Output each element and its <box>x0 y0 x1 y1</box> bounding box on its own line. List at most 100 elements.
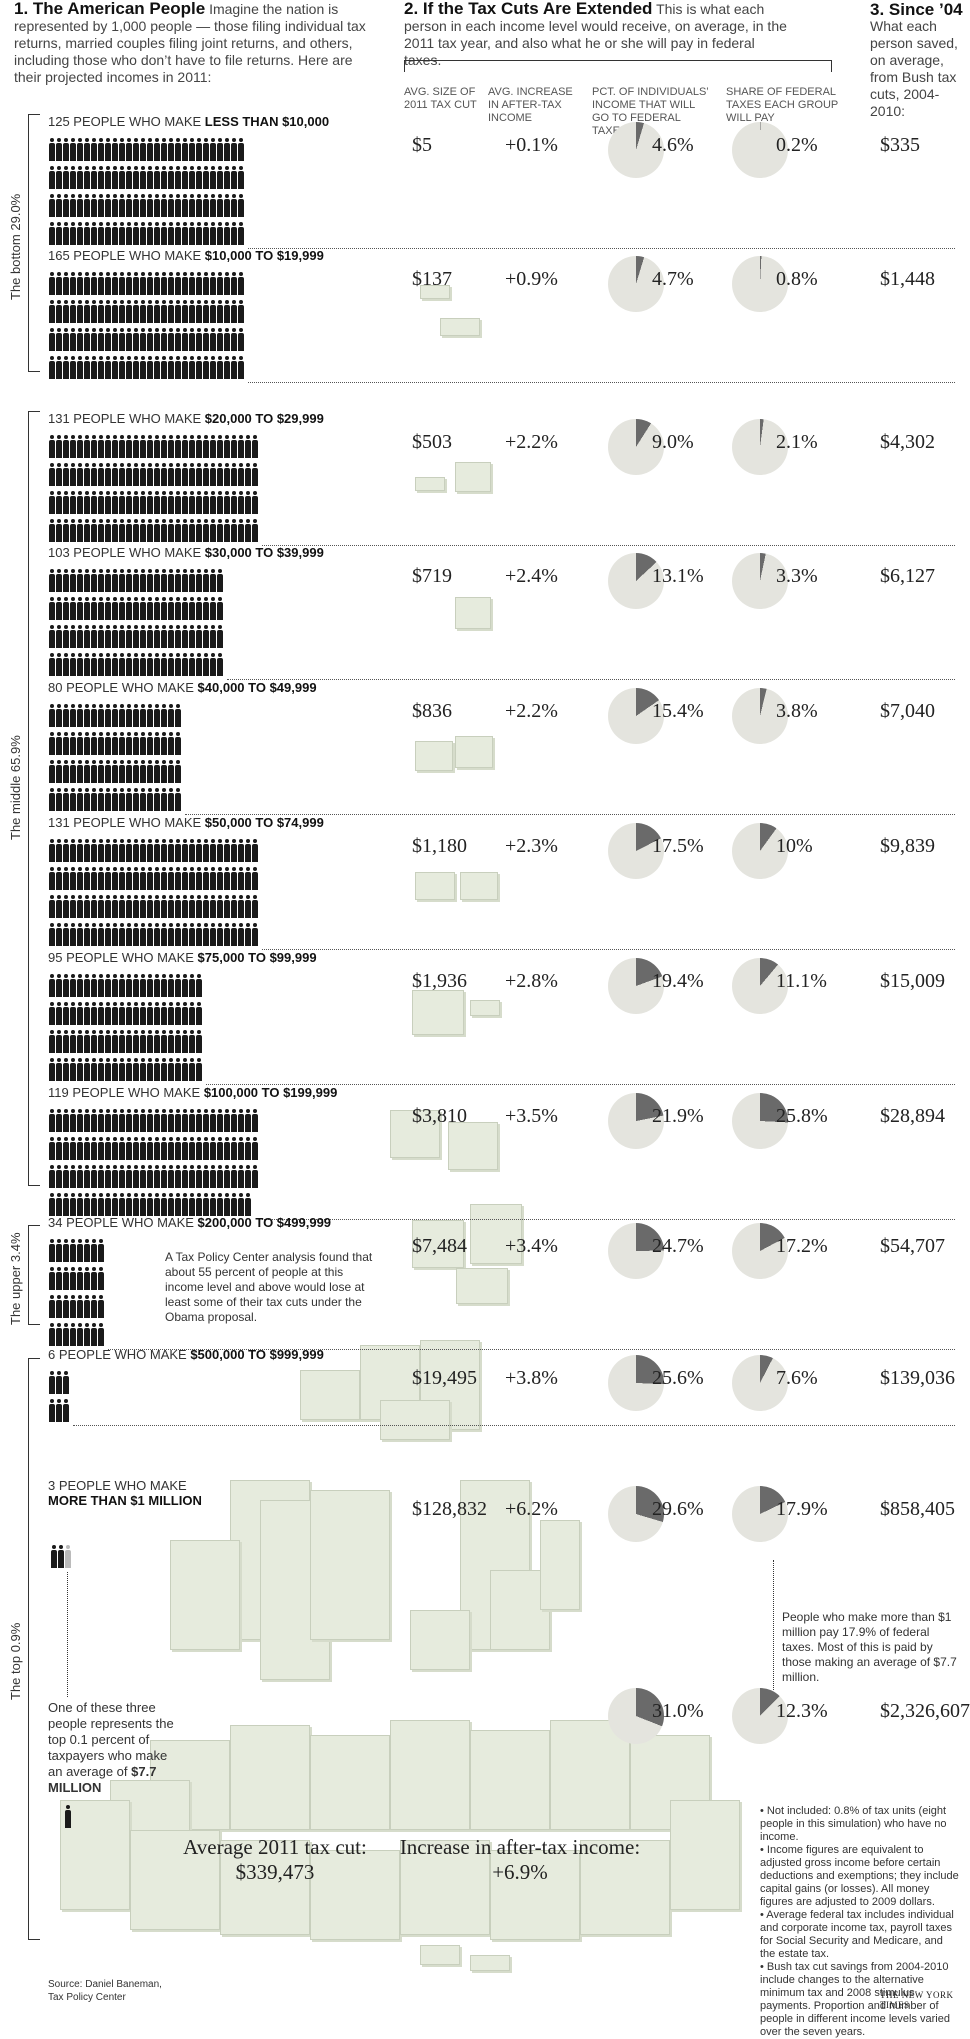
person-icon <box>62 1165 69 1188</box>
person-icon <box>251 519 258 542</box>
person-icon <box>181 653 188 676</box>
person-icon <box>188 653 195 676</box>
person-icon <box>153 760 160 783</box>
person-icon <box>125 222 132 245</box>
col1-header: 1. The American People Imagine the natio… <box>14 0 374 86</box>
person-icon <box>83 760 90 783</box>
person-icon <box>202 1109 209 1132</box>
person-icon <box>55 732 62 755</box>
after-tax-increase-value: +2.4% <box>505 565 558 587</box>
person-icon <box>244 519 251 542</box>
pct-income-pie <box>608 958 664 1014</box>
person-icon <box>90 867 97 890</box>
person-icon <box>125 653 132 676</box>
person-icon <box>174 435 181 458</box>
person-icon <box>97 923 104 946</box>
person-icon <box>48 923 55 946</box>
person-icon <box>104 974 111 997</box>
person-icon <box>48 1399 55 1422</box>
person-icon <box>139 463 146 486</box>
person-icon <box>90 222 97 245</box>
people-icons <box>48 138 244 245</box>
person-icon <box>62 569 69 592</box>
income-row-label: 131 PEOPLE WHO MAKE $20,000 TO $29,999 <box>48 411 324 426</box>
person-icon <box>202 491 209 514</box>
person-icon <box>62 1371 69 1394</box>
person-icon <box>55 895 62 918</box>
row-label-range: $100,000 TO $199,999 <box>203 1085 338 1100</box>
person-icon <box>188 974 195 997</box>
person-icon <box>167 166 174 189</box>
group-label-middle: The middle 65.9% <box>8 735 23 840</box>
person-icon <box>188 166 195 189</box>
one-of-three-text: One of these three people represents the… <box>48 1700 174 1779</box>
person-icon <box>153 519 160 542</box>
person-icon <box>132 1109 139 1132</box>
person-icon <box>237 1193 244 1216</box>
person-icon <box>167 895 174 918</box>
person-icon <box>69 839 76 862</box>
since-04-savings-value: $28,894 <box>880 1105 945 1127</box>
person-icon <box>118 1193 125 1216</box>
tax-share-value: 25.8% <box>776 1105 828 1127</box>
person-icon <box>153 166 160 189</box>
person-icon <box>104 1030 111 1053</box>
person-icon <box>55 625 62 648</box>
person-icon <box>174 1030 181 1053</box>
person-icon <box>83 1137 90 1160</box>
money-stack <box>220 1840 310 1935</box>
row-label-lead: 34 PEOPLE WHO MAKE <box>48 1215 198 1230</box>
person-icon <box>111 704 118 727</box>
pct-income-pie <box>608 419 664 475</box>
since-04-savings-value: $2,326,607 <box>880 1700 970 1722</box>
person-icon <box>244 1109 251 1132</box>
person-icon <box>223 1109 230 1132</box>
person-icon <box>90 597 97 620</box>
person-icon <box>202 328 209 351</box>
person-icon <box>83 1165 90 1188</box>
person-icon <box>97 491 104 514</box>
person-icon <box>111 625 118 648</box>
one-of-three-note: One of these three people represents the… <box>48 1700 178 1796</box>
person-icon <box>97 328 104 351</box>
person-icon <box>181 435 188 458</box>
person-icon <box>167 328 174 351</box>
person-icon <box>195 356 202 379</box>
person-icon <box>167 625 174 648</box>
col2-header-bracket <box>404 60 832 72</box>
person-icon <box>174 356 181 379</box>
person-icon <box>97 1323 104 1346</box>
person-icon <box>48 867 55 890</box>
person-icon <box>55 328 62 351</box>
pct-income-pie <box>608 553 664 609</box>
person-icon <box>132 272 139 295</box>
person-icon <box>223 923 230 946</box>
person-icon <box>90 138 97 161</box>
person-icon <box>90 328 97 351</box>
after-tax-increase-value: +0.9% <box>505 268 558 290</box>
person-icon <box>160 1137 167 1160</box>
person-icon <box>97 788 104 811</box>
person-icon <box>251 491 258 514</box>
person-icon <box>69 760 76 783</box>
person-icon <box>90 435 97 458</box>
person-icon <box>244 435 251 458</box>
person-icon <box>90 1137 97 1160</box>
person-icon <box>209 222 216 245</box>
person-icon <box>97 1239 104 1262</box>
person-icon <box>48 895 55 918</box>
person-icon <box>223 1193 230 1216</box>
person-icon <box>55 435 62 458</box>
tax-share-pie <box>732 419 788 475</box>
person-icon <box>153 895 160 918</box>
person-icon <box>167 760 174 783</box>
person-icon <box>188 625 195 648</box>
person-icon <box>111 923 118 946</box>
person-icon <box>62 839 69 862</box>
person-icon <box>90 732 97 755</box>
person-icon <box>216 328 223 351</box>
person-icon <box>69 1030 76 1053</box>
row-label-range: $500,000 TO $999,999 <box>190 1347 324 1362</box>
million-pointer-line <box>773 1560 774 1690</box>
person-icon <box>62 463 69 486</box>
